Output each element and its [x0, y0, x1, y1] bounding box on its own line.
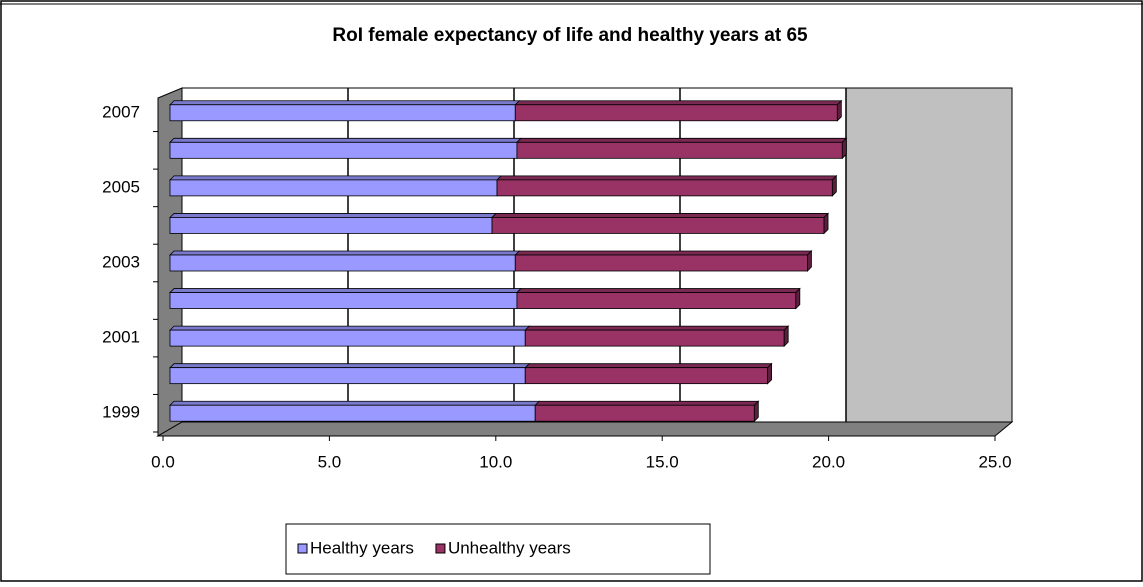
bar [524, 367, 768, 385]
y-tick-label: 2003 [102, 252, 140, 271]
bar-side [783, 325, 789, 348]
legend-label: Unhealthy years [448, 538, 571, 557]
bar-top [524, 325, 790, 331]
bar-top [524, 363, 773, 369]
chart-title: RoI female expectancy of life and health… [332, 25, 808, 46]
bar-top [515, 137, 848, 143]
legend-swatch [297, 543, 308, 554]
legend-box [285, 523, 711, 575]
bar-side [753, 400, 759, 423]
bar-top [534, 400, 760, 406]
legend-swatch [435, 543, 446, 554]
bar-side [836, 99, 842, 122]
bar [491, 217, 825, 234]
x-tick-label: 20.0 [812, 452, 845, 471]
y-tick-label: 1999 [102, 403, 140, 422]
bar-top [169, 213, 498, 218]
bar [169, 367, 526, 385]
bar-side [807, 250, 812, 272]
y-tick-label: 2007 [102, 102, 140, 121]
bar-top [169, 325, 531, 331]
wall-shade [845, 87, 1013, 423]
bar-top [514, 250, 813, 256]
x-tick-label: 15.0 [646, 452, 679, 471]
bar [169, 404, 536, 422]
bar-top [169, 137, 522, 143]
bar-side [767, 362, 772, 385]
bar [496, 179, 833, 197]
bar-side [823, 212, 829, 235]
y-tick-label: 2005 [102, 177, 140, 196]
x-tick-label: 10.0 [479, 452, 512, 471]
bar-top [169, 100, 521, 106]
bar [169, 292, 518, 309]
bar [169, 179, 498, 197]
bar-top [496, 175, 838, 181]
bar [169, 141, 518, 159]
x-tick-label: 0.0 [151, 452, 175, 471]
bar [514, 104, 838, 122]
bar [169, 217, 493, 234]
bar-side [841, 137, 847, 160]
bar-top [169, 250, 521, 256]
bar [516, 292, 797, 309]
y-tick-label: 2001 [102, 328, 140, 347]
bar [516, 141, 843, 159]
x-tick-label: 5.0 [318, 452, 342, 471]
floor [156, 421, 1014, 437]
bar-top [491, 213, 830, 218]
bar-side [795, 287, 801, 310]
bar [514, 254, 808, 272]
bar [169, 104, 516, 122]
bar [534, 404, 755, 422]
legend-label: Healthy years [310, 538, 414, 557]
bar-top [169, 175, 502, 181]
bar-top [515, 288, 801, 293]
bar-top [169, 288, 522, 293]
bar-side [831, 174, 837, 197]
bar-top [169, 363, 531, 369]
bar-top [514, 100, 843, 106]
bar [169, 329, 526, 347]
x-tick-label: 25.0 [978, 452, 1011, 471]
bar-top [169, 400, 541, 406]
bar [169, 254, 516, 272]
bar [524, 329, 785, 347]
